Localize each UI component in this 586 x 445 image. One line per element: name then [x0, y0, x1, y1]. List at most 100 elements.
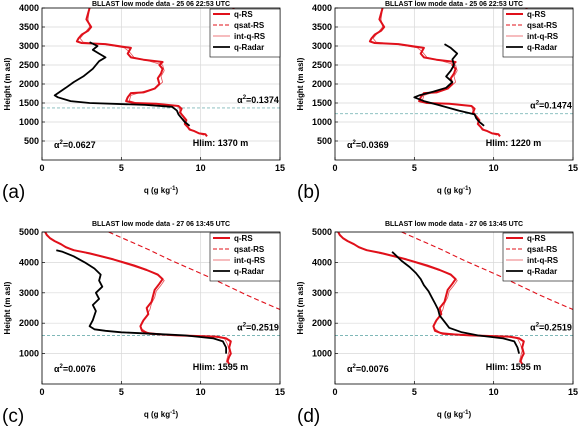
x-tick-label: 15: [275, 387, 285, 397]
chart-title: BLLAST low mode data - 25 06 22:53 UTC: [92, 1, 230, 8]
legend-box: [209, 8, 281, 58]
hlim-annotation: Hlim: 1370 m: [193, 138, 249, 148]
y-tick-label: 1500: [312, 98, 332, 108]
x-tick-label: 5: [119, 163, 124, 173]
alpha-top-annotation: α2=0.2519: [237, 323, 279, 333]
legend-entry: q-Radar: [527, 43, 557, 52]
series-q-rs: [44, 232, 232, 365]
y-tick-label: 3500: [19, 22, 39, 32]
y-tick-label: 500: [317, 136, 332, 146]
x-tick-label: 5: [119, 387, 124, 397]
panel-letter: (b): [297, 182, 320, 203]
alpha-top-annotation: α2=0.1374: [237, 95, 279, 105]
x-axis-label: q (g kg-1): [144, 410, 179, 419]
legend-entry: int-q-RS: [527, 32, 559, 41]
y-tick-label: 2000: [19, 318, 39, 328]
legend-box: [502, 8, 574, 58]
series-group: [335, 232, 573, 365]
chart-title: BLLAST low mode data - 27 06 13:45 UTC: [92, 221, 230, 228]
legend-entry: int-q-RS: [234, 256, 266, 265]
y-axis-label: Height (m asl): [296, 281, 305, 334]
y-tick-label: 2500: [19, 60, 39, 70]
x-axis-label: q (g kg-1): [437, 410, 472, 419]
series-qsat-rs: [108, 232, 280, 311]
x-tick-label: 10: [196, 387, 206, 397]
x-tick-label: 0: [39, 163, 44, 173]
y-tick-label: 1500: [19, 98, 39, 108]
x-tick-label: 10: [196, 163, 206, 173]
y-tick-label: 1000: [19, 349, 39, 359]
legend-entry: qsat-RS: [234, 245, 265, 254]
series-q-radar: [56, 249, 227, 354]
series-q-radar: [391, 251, 520, 354]
axes-box: [334, 231, 574, 385]
legend-entry: q-RS: [527, 234, 546, 243]
x-axis-label: q (g kg-1): [144, 186, 179, 195]
x-tick-label: 5: [412, 387, 417, 397]
y-tick-label: 3500: [312, 22, 332, 32]
legend-entry: qsat-RS: [527, 21, 558, 30]
panel-c: 0 5 10 15 1000 2000 3000 4000 5000 BLLAST low mod…: [2, 221, 285, 427]
x-tick-label: 0: [332, 387, 337, 397]
legend-entry: qsat-RS: [527, 245, 558, 254]
x-tick-label: 0: [332, 163, 337, 173]
y-tick-label: 500: [24, 136, 39, 146]
y-tick-label: 3000: [312, 288, 332, 298]
y-tick-label: 2000: [312, 318, 332, 328]
alpha-top-annotation: α2=0.2519: [530, 323, 572, 333]
y-tick-label: 2000: [19, 79, 39, 89]
y-tick-label: 1000: [312, 117, 332, 127]
x-tick-label: 15: [275, 163, 285, 173]
series-q-rs: [337, 232, 525, 365]
y-tick-label: 2500: [312, 60, 332, 70]
y-tick-label: 5000: [19, 227, 39, 237]
alpha-bottom-annotation: α2=0.0076: [54, 364, 96, 374]
chart-title: BLLAST low mode data - 25 06 22:53 UTC: [385, 1, 523, 8]
legend-entry: q-RS: [234, 10, 253, 19]
panel-letter: (c): [2, 406, 24, 427]
legend-entry: q-Radar: [234, 267, 264, 276]
panel-a: 0 5 10 15 500 1000 1500 2000 2500 3000 3500 4000 BLL…: [2, 1, 285, 203]
y-tick-label: 4000: [312, 3, 332, 13]
series-q-radar: [53, 41, 191, 127]
legend-entry: q-Radar: [234, 43, 264, 52]
panel-letter: (a): [2, 182, 25, 203]
panel-b: 0 5 10 15 500 1000 1500 2000 2500 3000 3500 4000 BLL…: [296, 1, 578, 203]
y-axis-label: Height (m asl): [3, 281, 12, 334]
series-q-rs: [368, 8, 501, 137]
legend-entry: q-RS: [527, 10, 546, 19]
x-tick-label: 10: [489, 387, 499, 397]
x-tick-label: 10: [489, 163, 499, 173]
alpha-bottom-annotation: α2=0.0369: [347, 140, 389, 150]
hlim-annotation: Hlim: 1220 m: [486, 138, 542, 148]
series-group: [42, 232, 280, 365]
chart-title: BLLAST low mode data - 27 06 13:45 UTC: [385, 221, 523, 228]
x-tick-label: 15: [568, 387, 578, 397]
y-tick-label: 1000: [312, 349, 332, 359]
y-tick-label: 1000: [19, 117, 39, 127]
panel-letter: (d): [297, 406, 320, 427]
legend-entry: int-q-RS: [527, 256, 559, 265]
y-axis-label: Height (m asl): [296, 57, 305, 110]
hlim-annotation: Hlim: 1595 m: [486, 362, 542, 372]
legend-entry: q-RS: [234, 234, 253, 243]
legend-entry: q-Radar: [527, 267, 557, 276]
series-qsat-rs: [401, 232, 573, 311]
legend-box: [209, 232, 281, 282]
x-tick-label: 0: [39, 387, 44, 397]
legend-entry: qsat-RS: [234, 21, 265, 30]
y-tick-label: 5000: [312, 227, 332, 237]
legend-entry: int-q-RS: [234, 32, 266, 41]
x-tick-label: 5: [412, 163, 417, 173]
y-tick-label: 3000: [19, 41, 39, 51]
x-tick-label: 15: [568, 163, 578, 173]
y-tick-label: 4000: [19, 3, 39, 13]
y-tick-label: 3000: [19, 288, 39, 298]
y-tick-label: 4000: [312, 257, 332, 267]
y-tick-label: 4000: [19, 257, 39, 267]
y-tick-label: 3000: [312, 41, 332, 51]
alpha-bottom-annotation: α2=0.0076: [347, 364, 389, 374]
y-tick-label: 2000: [312, 79, 332, 89]
alpha-top-annotation: α2=0.1474: [530, 101, 572, 111]
